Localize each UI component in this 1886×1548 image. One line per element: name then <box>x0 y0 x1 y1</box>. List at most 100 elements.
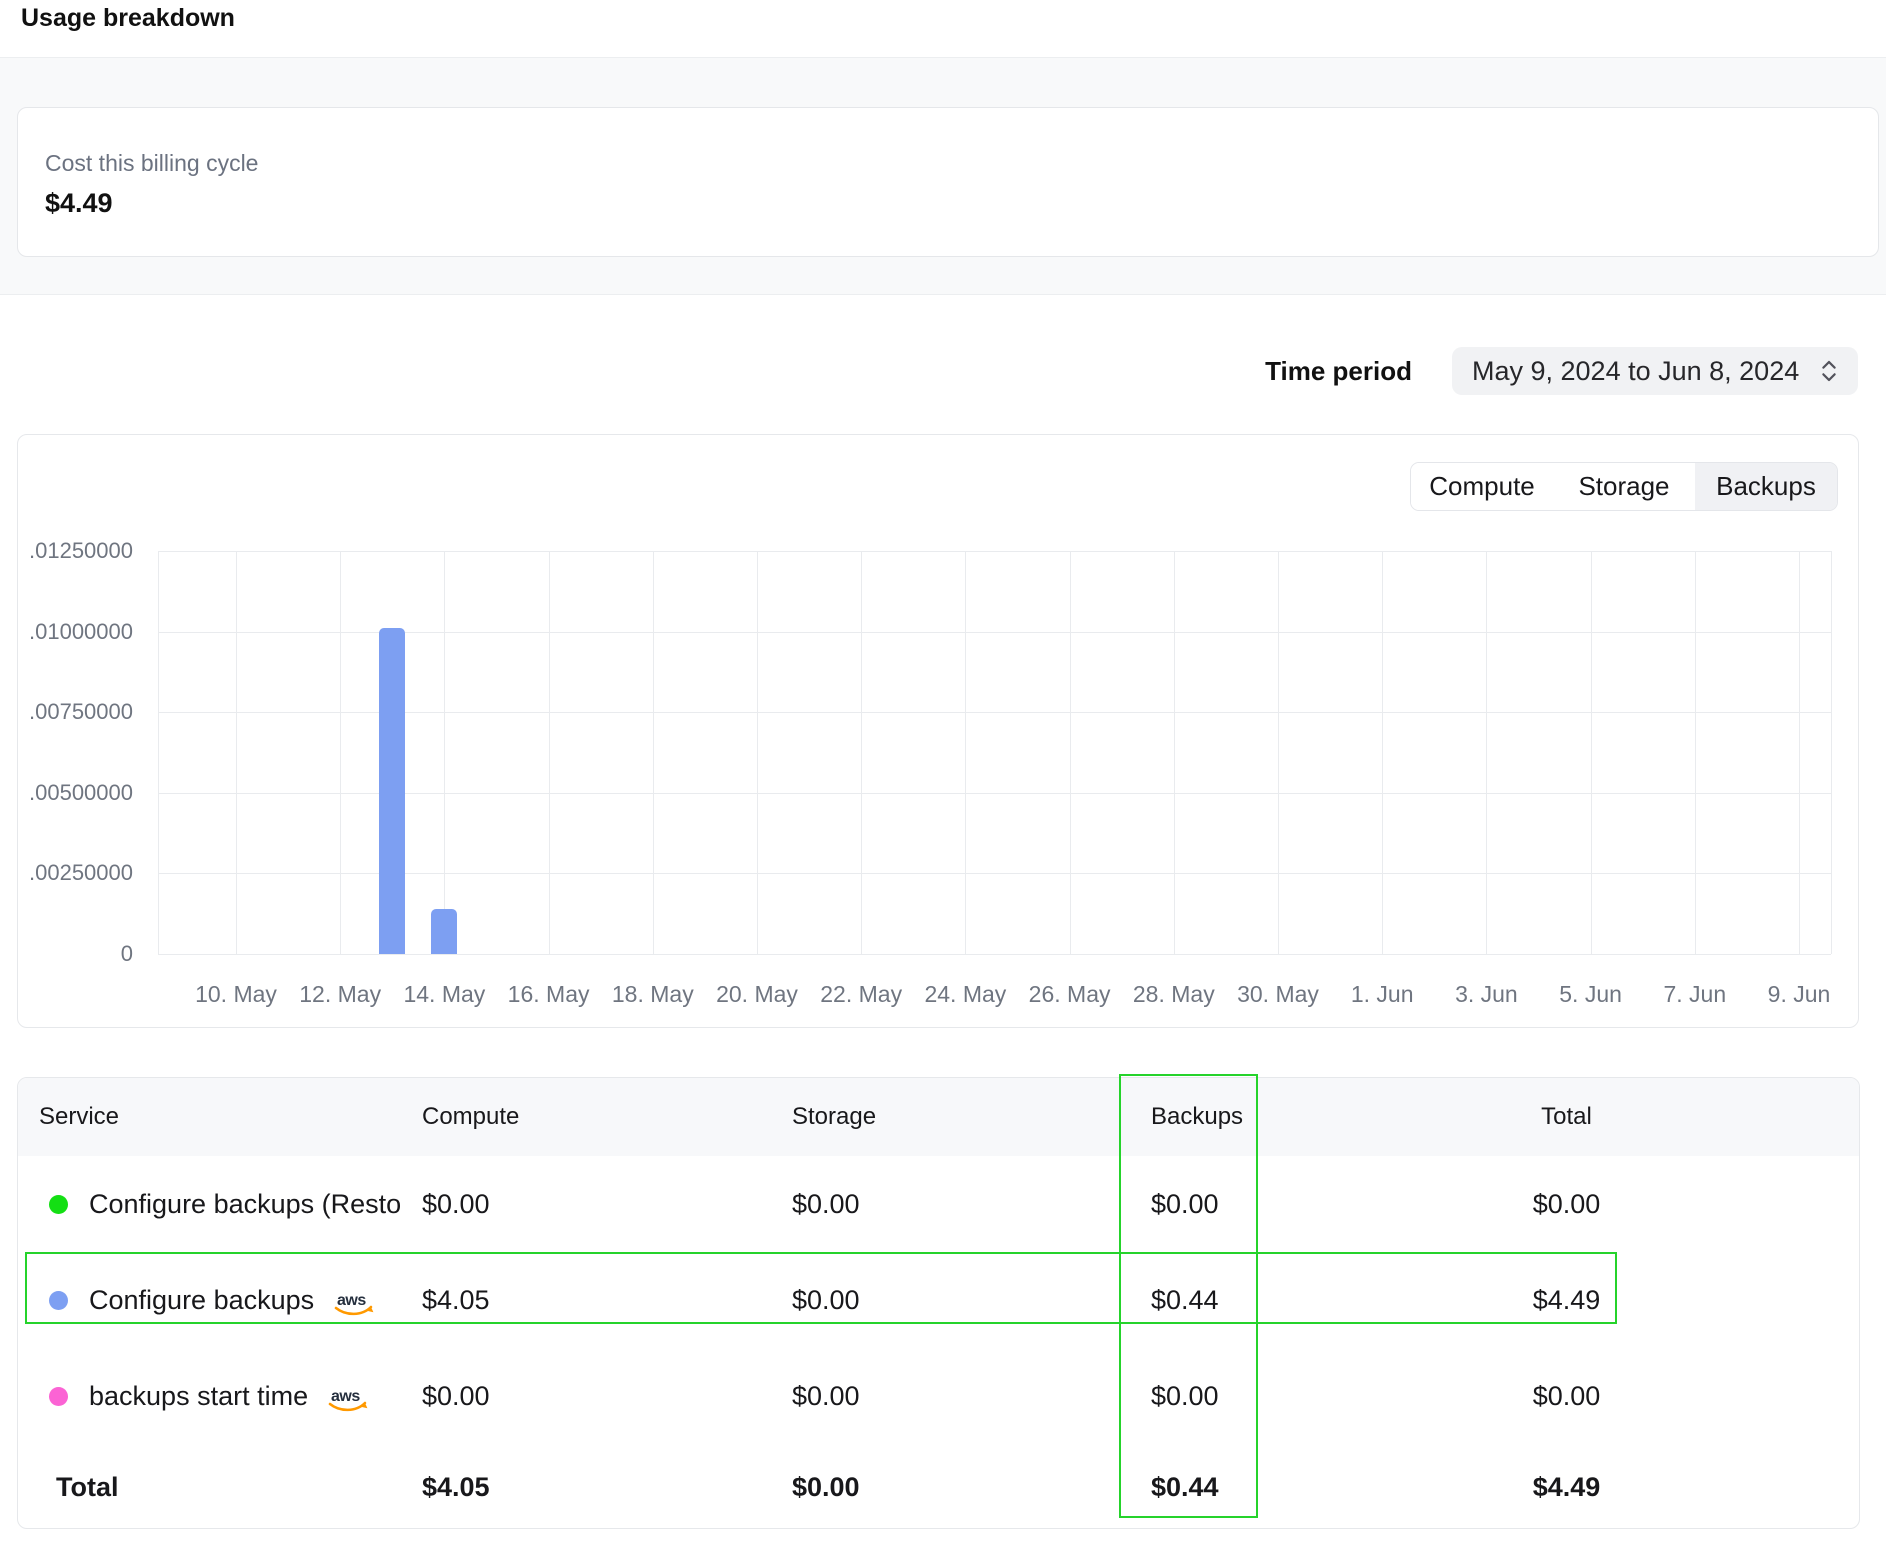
aws-logo-icon: aws <box>326 1386 370 1412</box>
total-value: $0.00 <box>1398 1189 1735 1220</box>
x-axis-label: 30. May <box>1218 981 1338 1008</box>
column-header-total: Total <box>1398 1103 1735 1131</box>
v-gridline <box>965 551 966 954</box>
tab-storage[interactable]: Storage <box>1553 463 1695 510</box>
page-title: Usage breakdown <box>21 4 235 33</box>
h-gridline <box>158 873 1831 874</box>
x-axis-label: 26. May <box>1010 981 1130 1008</box>
column-header-service: Service <box>18 1103 401 1131</box>
time-period-value: May 9, 2024 to Jun 8, 2024 <box>1472 356 1799 387</box>
v-gridline <box>236 551 237 954</box>
service-name: backups start time <box>89 1381 308 1412</box>
v-gridline <box>653 551 654 954</box>
table-total-row: Total $4.05 $0.00 $0.44 $4.49 <box>18 1444 1859 1530</box>
billing-cycle-label: Cost this billing cycle <box>45 150 1851 177</box>
usage-table-card: Service Compute Storage Backups Total Co… <box>17 1077 1860 1529</box>
backups-value: $0.44 <box>1130 1285 1398 1316</box>
chart-bar-14-may[interactable] <box>431 909 457 954</box>
v-gridline <box>1174 551 1175 954</box>
service-dot <box>49 1387 68 1406</box>
column-header-storage: Storage <box>771 1103 1130 1131</box>
storage-value: $0.00 <box>771 1189 1130 1220</box>
x-axis-label: 1. Jun <box>1322 981 1442 1008</box>
x-axis-label: 10. May <box>176 981 296 1008</box>
v-gridline <box>1799 551 1800 954</box>
total-storage-value: $0.00 <box>771 1472 1130 1503</box>
service-name: Configure backups (Resto <box>89 1189 401 1220</box>
service-cell: Configure backups (Resto <box>18 1189 401 1220</box>
v-gridline <box>158 551 159 954</box>
y-axis-label: .01000000 <box>3 619 133 645</box>
h-gridline <box>158 632 1831 633</box>
v-gridline <box>1831 551 1832 954</box>
v-gridline <box>549 551 550 954</box>
v-gridline <box>861 551 862 954</box>
total-total-value: $4.49 <box>1398 1472 1735 1503</box>
x-axis-label: 9. Jun <box>1739 981 1859 1008</box>
service-cell: Configure backups aws <box>18 1285 401 1316</box>
v-gridline <box>1486 551 1487 954</box>
h-gridline <box>158 712 1831 713</box>
x-axis-label: 22. May <box>801 981 921 1008</box>
y-axis-label: .00500000 <box>3 780 133 806</box>
v-gridline <box>1695 551 1696 954</box>
v-gridline <box>1591 551 1592 954</box>
billing-cycle-card: Cost this billing cycle $4.49 <box>17 107 1879 257</box>
chart-bar-13-may[interactable] <box>379 628 405 954</box>
x-axis-label: 14. May <box>384 981 504 1008</box>
v-gridline <box>757 551 758 954</box>
y-axis-label: .00750000 <box>3 699 133 725</box>
chevron-up-down-icon <box>1820 357 1838 385</box>
v-gridline <box>444 551 445 954</box>
storage-value: $0.00 <box>771 1285 1130 1316</box>
time-period-select[interactable]: May 9, 2024 to Jun 8, 2024 <box>1452 347 1858 395</box>
total-value: $4.49 <box>1398 1285 1735 1316</box>
h-gridline <box>158 954 1831 955</box>
usage-chart-card: ComputeStorageBackups .01250000.01000000… <box>17 434 1859 1028</box>
tab-backups[interactable]: Backups <box>1695 463 1837 510</box>
service-cell: backups start time aws <box>18 1381 401 1412</box>
aws-logo-icon: aws <box>332 1290 376 1316</box>
x-axis-label: 12. May <box>280 981 400 1008</box>
time-period-label: Time period <box>1265 347 1412 395</box>
y-axis-label: 0 <box>3 941 133 967</box>
svg-text:aws: aws <box>337 1292 366 1309</box>
table-header-row: Service Compute Storage Backups Total <box>18 1078 1859 1156</box>
v-gridline <box>340 551 341 954</box>
x-axis-label: 20. May <box>697 981 817 1008</box>
total-backups-value: $0.44 <box>1130 1472 1398 1503</box>
compute-value: $0.00 <box>401 1189 771 1220</box>
plot-area: .01250000.01000000.00750000.00500000.002… <box>158 551 1831 954</box>
service-dot <box>49 1291 68 1310</box>
x-axis-label: 28. May <box>1114 981 1234 1008</box>
v-gridline <box>1070 551 1071 954</box>
compute-value: $4.05 <box>401 1285 771 1316</box>
y-axis-label: .01250000 <box>3 538 133 564</box>
h-gridline <box>158 793 1831 794</box>
storage-value: $0.00 <box>771 1381 1130 1412</box>
total-value: $0.00 <box>1398 1381 1735 1412</box>
v-gridline <box>1382 551 1383 954</box>
table-row: Configure backups (Resto$0.00$0.00$0.00$… <box>18 1156 1859 1252</box>
chart-tabs: ComputeStorageBackups <box>1410 462 1838 511</box>
y-axis-label: .00250000 <box>3 860 133 886</box>
column-header-backups: Backups <box>1130 1103 1398 1131</box>
v-gridline <box>1278 551 1279 954</box>
x-axis-label: 5. Jun <box>1531 981 1651 1008</box>
billing-cycle-amount: $4.49 <box>45 188 1851 219</box>
tab-compute[interactable]: Compute <box>1411 463 1553 510</box>
total-row-label: Total <box>18 1472 401 1503</box>
x-axis-label: 3. Jun <box>1426 981 1546 1008</box>
x-axis-label: 24. May <box>905 981 1025 1008</box>
compute-value: $0.00 <box>401 1381 771 1412</box>
x-axis-label: 7. Jun <box>1635 981 1755 1008</box>
table-row: backups start timeaws$0.00$0.00$0.00$0.0… <box>18 1348 1859 1444</box>
x-axis-label: 16. May <box>489 981 609 1008</box>
table-row: Configure backups aws $4.05$0.00$0.44$4.49 <box>18 1252 1859 1348</box>
service-name: Configure backups <box>89 1285 314 1316</box>
service-dot <box>49 1195 68 1214</box>
column-header-compute: Compute <box>401 1103 771 1131</box>
table-body: Configure backups (Resto$0.00$0.00$0.00$… <box>18 1156 1859 1444</box>
billing-summary-band: Cost this billing cycle $4.49 <box>0 57 1886 295</box>
total-compute-value: $4.05 <box>401 1472 771 1503</box>
